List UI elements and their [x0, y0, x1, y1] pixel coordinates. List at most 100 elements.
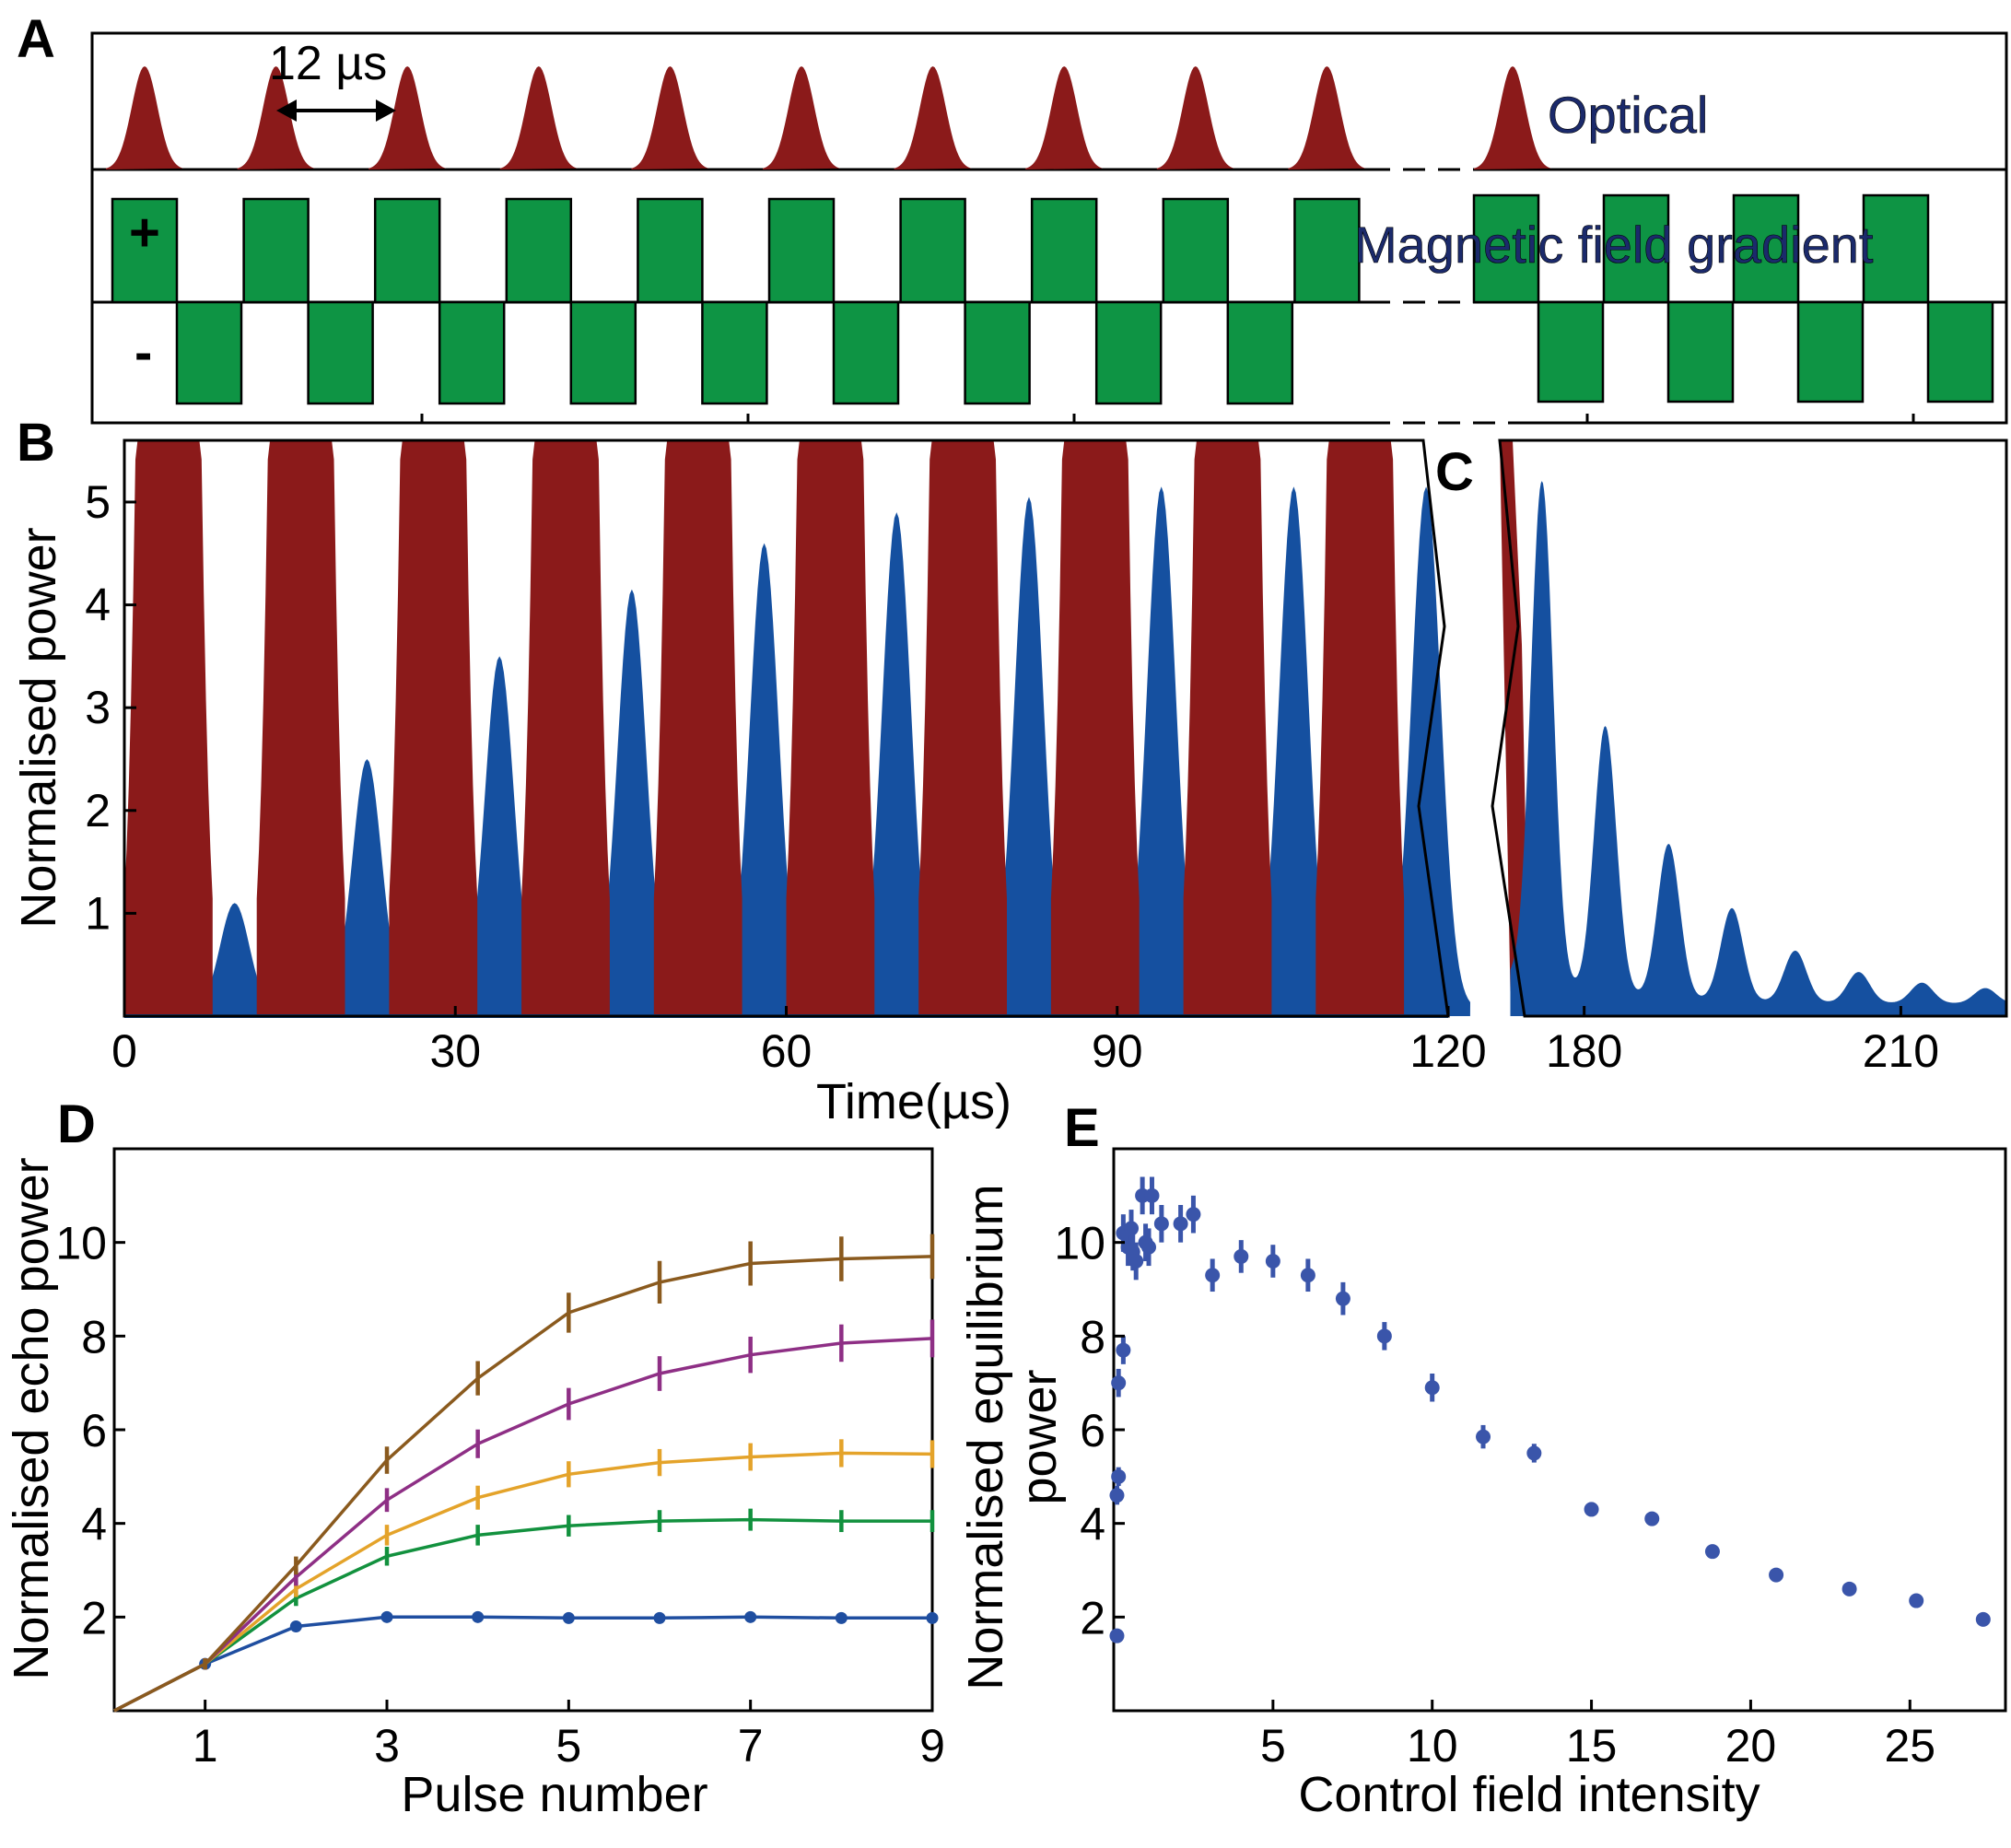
gradient-block-negative — [832, 300, 900, 405]
echo-pulse — [1249, 486, 1339, 1016]
optical-pulse — [499, 66, 578, 170]
optical-pulse-trace — [786, 440, 875, 1016]
data-point — [1424, 1380, 1440, 1396]
b-ytick-label: 2 — [85, 785, 111, 836]
e-xtick-label: 10 — [1407, 1720, 1458, 1772]
e-xtick-label: 15 — [1566, 1720, 1618, 1772]
gradient-block-positive — [242, 197, 310, 304]
d-xtick-label: 1 — [193, 1720, 218, 1772]
c-xtick-label: 180 — [1546, 1025, 1622, 1077]
d-ytick-label: 2 — [81, 1592, 107, 1643]
panel-a-frame — [90, 31, 2008, 425]
d-ytick-label: 8 — [81, 1311, 107, 1363]
data-point — [1109, 1488, 1125, 1503]
optical-pulse — [1474, 66, 1551, 170]
panel-c: C 180 210 — [1435, 439, 2008, 1077]
data-point — [1111, 1375, 1127, 1391]
data-point — [926, 1611, 939, 1624]
gradient-block-positive — [505, 197, 573, 304]
pulse-spacing-label: 12 µs — [269, 37, 387, 90]
panel-b-ticks: 1 2 3 4 5 0 30 60 90 120 — [85, 476, 1487, 1077]
gradient-block-negative — [1094, 300, 1163, 405]
data-point — [289, 1620, 302, 1632]
data-point — [1300, 1268, 1315, 1283]
data-point — [1376, 1328, 1392, 1344]
e-xtick-label: 5 — [1260, 1720, 1286, 1772]
b-xtick-label: 90 — [1092, 1025, 1143, 1077]
data-point — [1233, 1248, 1249, 1264]
gradient-block-negative — [569, 300, 637, 405]
panel-e-xlabel: Control field intensity — [1298, 1767, 1760, 1822]
panel-c-frame — [1491, 439, 2008, 1018]
optical-pulse-trace — [918, 440, 1007, 1016]
panel-d-letter: D — [57, 1094, 96, 1154]
b-xtick-label: 120 — [1409, 1025, 1486, 1077]
panel-b: B 1 2 3 4 5 0 30 60 90 120 Normalised power Time(… — [11, 413, 1487, 1129]
gradient-blocks — [111, 193, 1994, 405]
gradient-block-positive — [111, 197, 179, 304]
series-line-blue — [113, 1615, 932, 1713]
optical-pulse — [1288, 66, 1366, 170]
optical-pulse-trace — [124, 440, 213, 1016]
d-ytick-label: 10 — [55, 1218, 107, 1269]
d-xtick-label: 9 — [919, 1720, 945, 1772]
echo-pulse — [719, 543, 809, 1016]
data-point — [1173, 1216, 1188, 1232]
echo-pulse — [852, 512, 941, 1016]
gradient-block-negative — [1796, 300, 1865, 404]
data-point — [1526, 1445, 1542, 1461]
optical-pulse-trace — [653, 440, 742, 1016]
gradient-block-negative — [964, 300, 1031, 405]
series-line-green — [113, 1517, 932, 1713]
arrow-left-icon — [276, 99, 297, 122]
optical-pulse — [1025, 66, 1104, 170]
optical-pulses — [106, 66, 1551, 170]
panel-a-letter: A — [17, 9, 55, 69]
gradient-block-positive — [637, 197, 704, 304]
panel-c-plot — [1500, 440, 2006, 1016]
panel-d-ylabel: Normalised echo power — [4, 1157, 59, 1679]
b-ytick-label: 5 — [85, 476, 111, 528]
gradient-block-positive — [373, 197, 441, 304]
panel-e-frame — [1112, 1147, 2007, 1713]
gradient-block-negative — [1537, 300, 1605, 404]
panel-e-plot: 2 4 6 8 10 5 10 15 20 25 — [1054, 1176, 1991, 1772]
data-point — [835, 1611, 848, 1624]
optical-pulse — [894, 66, 972, 170]
gradient-block-positive — [1030, 197, 1098, 304]
series-line-yellow — [113, 1451, 933, 1713]
panel-d-plot: 2 4 6 8 10 1 3 5 7 9 — [55, 1218, 945, 1772]
gradient-block-negative — [1926, 300, 1994, 404]
gradient-block-positive — [1472, 193, 1540, 304]
arrow-right-icon — [376, 99, 396, 122]
optical-pulse-trace — [256, 440, 345, 1016]
data-point — [1335, 1291, 1350, 1306]
data-point — [1841, 1581, 1857, 1597]
optical-pulse-tail — [1500, 440, 1529, 1016]
data-point — [1704, 1544, 1720, 1560]
echo-decay-trace — [1510, 481, 2006, 1016]
gradient-block-positive — [1293, 197, 1361, 304]
panel-b-plot — [124, 440, 1470, 1018]
gradient-block-positive — [1732, 193, 1800, 304]
data-point — [562, 1611, 575, 1624]
plus-label: + — [129, 203, 160, 263]
data-point — [1141, 1239, 1157, 1255]
panel-e: E 2 4 6 8 10 5 10 15 20 25 Normalised equilibrium… — [958, 1098, 2007, 1822]
data-point — [744, 1610, 757, 1623]
optical-pulse — [237, 66, 315, 170]
b-ytick-label: 4 — [85, 579, 111, 631]
d-ytick-label: 4 — [81, 1499, 107, 1550]
gradient-block-positive — [767, 197, 836, 304]
data-point — [1109, 1628, 1125, 1643]
data-point — [1128, 1254, 1144, 1269]
e-ytick-label: 6 — [1080, 1405, 1105, 1456]
b-xtick-label: 30 — [429, 1025, 481, 1077]
gradient-block-negative — [1226, 300, 1294, 405]
panel-c-ticks: 180 210 — [1546, 1006, 1939, 1077]
panel-a: A 12 µs Optical Magnetic field gradient … — [17, 9, 2008, 426]
e-ytick-label: 8 — [1080, 1311, 1105, 1363]
panel-b-ylabel: Normalised power — [11, 527, 66, 928]
d-ytick-label: 6 — [81, 1405, 107, 1456]
